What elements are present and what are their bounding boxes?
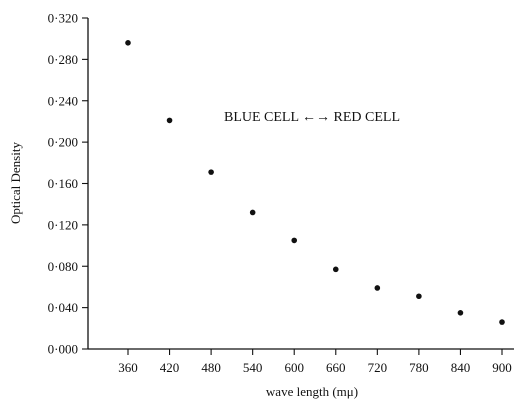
data-points bbox=[125, 40, 505, 325]
data-point bbox=[208, 169, 214, 175]
data-point bbox=[416, 293, 422, 300]
y-tick-label: 0·200 bbox=[48, 135, 78, 150]
data-point bbox=[374, 285, 381, 291]
data-point bbox=[499, 319, 505, 325]
x-axis-title: wave length (mμ) bbox=[266, 384, 358, 399]
data-point bbox=[125, 40, 131, 46]
x-tick-label: 780 bbox=[409, 360, 429, 375]
y-axis-ticks: 0·000 0·040 0·080 0·120 0·160 0·200 0·240 0·280… bbox=[48, 11, 88, 357]
x-axis-ticks: 360 420 480 540 600 660 720 780 840 900 bbox=[118, 349, 512, 375]
y-tick-label: 0·040 bbox=[48, 300, 78, 315]
x-tick-label: 840 bbox=[451, 360, 471, 375]
y-tick-label: 0·000 bbox=[48, 342, 78, 357]
x-tick-label: 900 bbox=[492, 360, 512, 375]
x-tick-label: 360 bbox=[118, 360, 138, 375]
x-tick-label: 660 bbox=[326, 360, 346, 375]
chart-annotation: BLUE CELL ←→ RED CELL bbox=[224, 110, 400, 125]
y-tick-label: 0·080 bbox=[48, 259, 78, 274]
x-tick-label: 600 bbox=[284, 360, 304, 375]
y-tick-label: 0·120 bbox=[48, 217, 78, 232]
x-tick-label: 480 bbox=[201, 360, 221, 375]
data-point bbox=[457, 309, 464, 316]
x-tick-label: 420 bbox=[160, 360, 180, 375]
y-tick-label: 0·240 bbox=[48, 93, 78, 108]
data-point bbox=[291, 237, 298, 244]
data-point bbox=[166, 117, 173, 124]
data-point bbox=[249, 209, 256, 216]
data-point bbox=[332, 266, 339, 273]
y-axis-title: Optical Density bbox=[8, 142, 23, 224]
x-tick-label: 720 bbox=[368, 360, 388, 375]
x-tick-label: 540 bbox=[243, 360, 263, 375]
y-tick-label: 0·160 bbox=[48, 176, 78, 191]
y-tick-label: 0·320 bbox=[48, 11, 78, 26]
y-tick-label: 0·280 bbox=[48, 52, 78, 67]
